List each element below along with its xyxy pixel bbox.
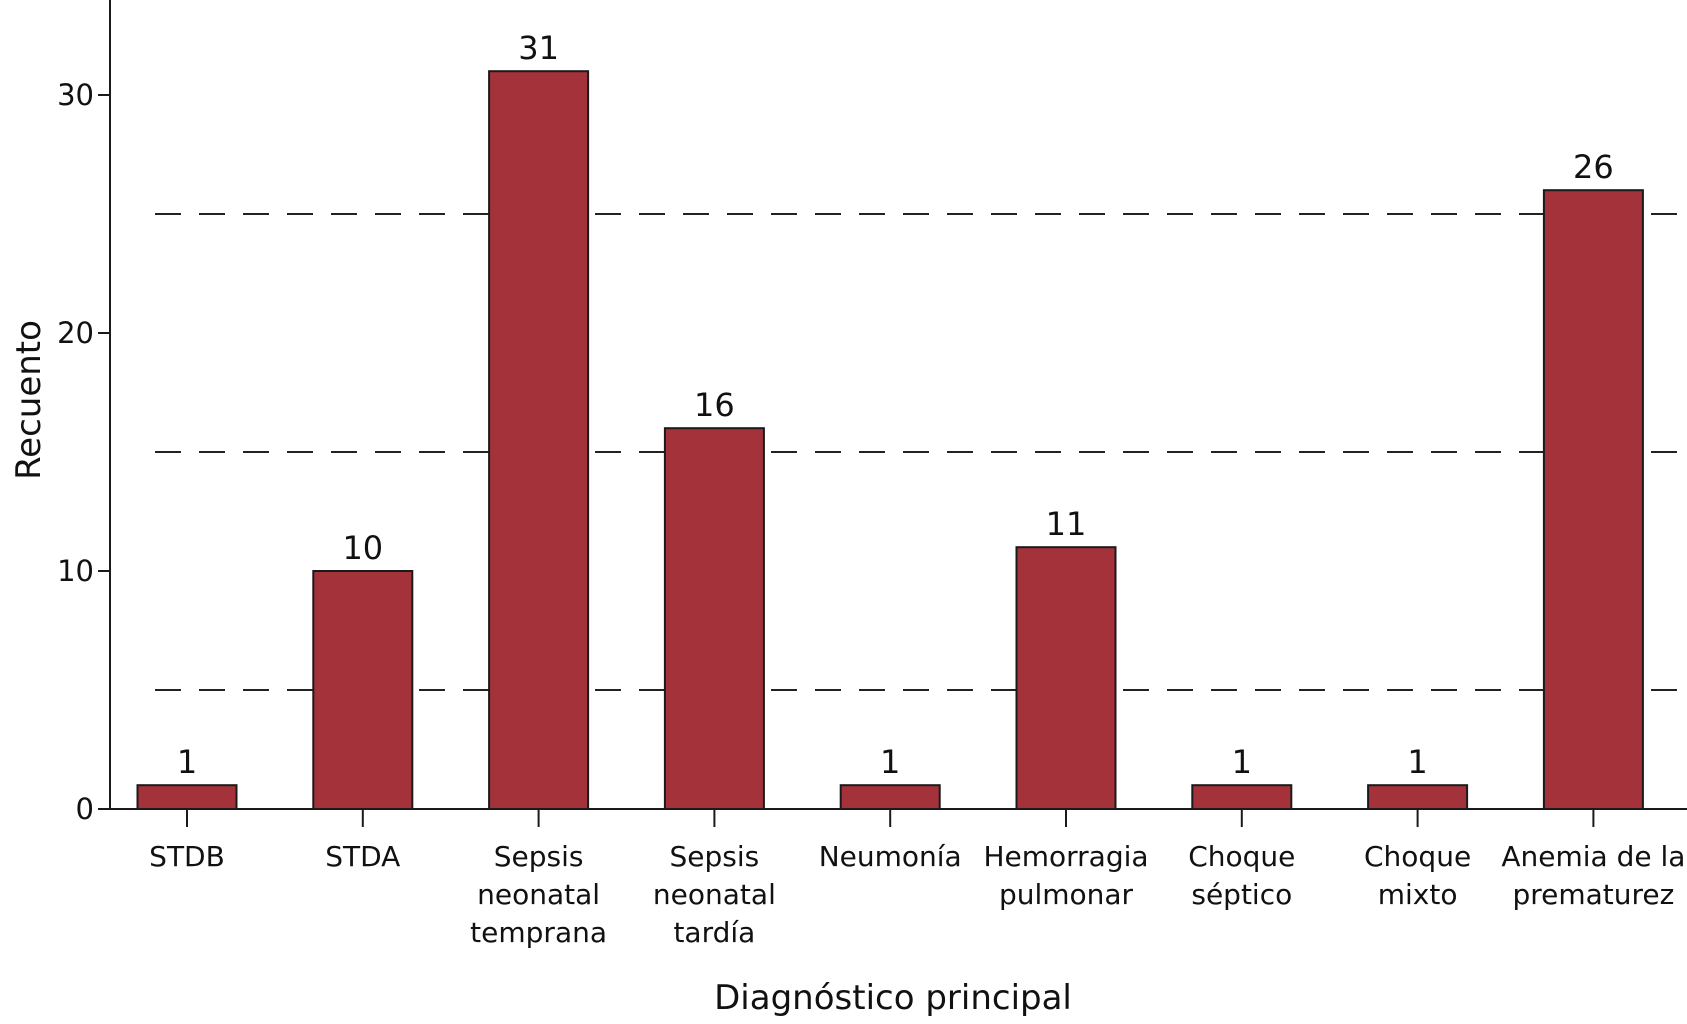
data-label-0: 1 — [177, 743, 197, 781]
reference-lines — [155, 213, 1687, 691]
x-axis-title: Diagnóstico principal — [714, 978, 1072, 1018]
bar-5 — [1015, 546, 1117, 810]
data-label-1: 10 — [342, 529, 383, 567]
category-label-7: Choque mixto — [1364, 840, 1471, 911]
axes — [98, 0, 1687, 827]
bar-8 — [1542, 189, 1644, 810]
y-axis-title: Recuento — [9, 320, 49, 480]
y-tick-label-10: 10 — [57, 554, 94, 588]
data-label-8: 26 — [1573, 148, 1614, 186]
category-label-2: Sepsis neonatal temprana — [470, 840, 607, 949]
data-label-6: 1 — [1232, 743, 1252, 781]
bar-0 — [136, 784, 238, 811]
data-label-4: 1 — [880, 743, 900, 781]
data-label-7: 1 — [1407, 743, 1427, 781]
bar-2 — [488, 70, 590, 810]
y-tick-label-20: 20 — [57, 316, 94, 350]
category-label-3: Sepsis neonatal tardía — [653, 840, 776, 949]
data-label-3: 16 — [694, 386, 735, 424]
y-tick-label-0: 0 — [76, 792, 94, 826]
category-label-1: STDA — [325, 840, 400, 873]
data-label-2: 31 — [518, 29, 559, 67]
category-label-5: Hemorragia pulmonar — [983, 840, 1148, 911]
bar-1 — [312, 570, 414, 810]
bar-6 — [1191, 784, 1293, 811]
data-label-5: 11 — [1046, 505, 1087, 543]
category-label-8: Anemia de la prematurez — [1501, 840, 1685, 911]
category-label-6: Choque séptico — [1188, 840, 1295, 911]
y-tick-label-30: 30 — [57, 78, 94, 112]
bar-3 — [663, 427, 765, 810]
bars — [136, 70, 1644, 811]
bar-4 — [839, 784, 941, 811]
bar-7 — [1367, 784, 1469, 811]
category-label-0: STDB — [149, 840, 225, 873]
category-label-4: Neumonía — [819, 840, 962, 873]
